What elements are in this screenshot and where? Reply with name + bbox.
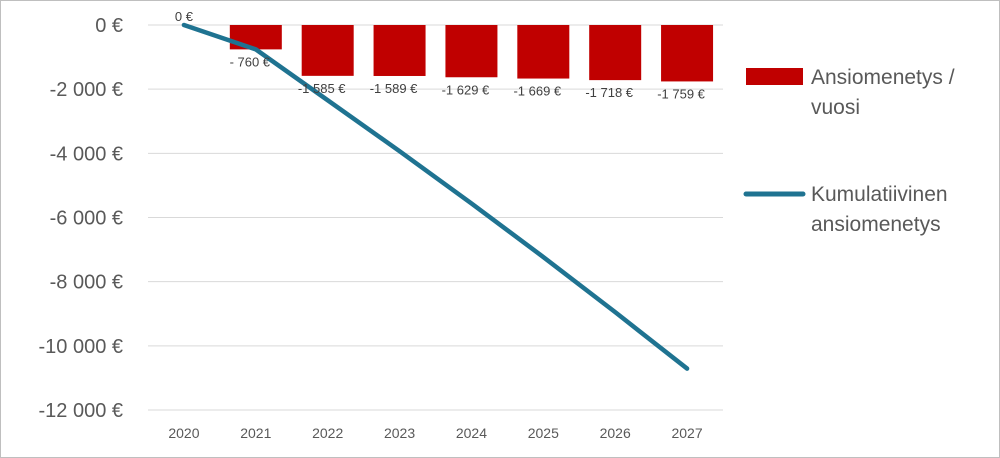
y-axis: 0 € -2 000 € -4 000 € -6 000 € -8 000 € -10 0…	[38, 15, 123, 422]
bar-data-label: -1 589 €	[370, 81, 418, 96]
x-axis: 2020 2021 2022 2023 2024 2025 2026 2027	[168, 425, 702, 441]
bar-series	[229, 25, 714, 82]
bar	[517, 25, 570, 79]
cumulative-line	[181, 22, 690, 371]
y-tick-label: -12 000 €	[38, 400, 123, 422]
bar	[301, 25, 354, 76]
bar-data-label: -1 669 €	[513, 84, 561, 99]
bar	[445, 25, 498, 78]
bar	[229, 25, 282, 50]
x-tick-label: 2023	[384, 425, 415, 441]
y-tick-label: -4 000 €	[50, 143, 123, 165]
x-tick-label: 2027	[671, 425, 702, 441]
y-tick-label: -10 000 €	[38, 336, 123, 358]
x-tick-label: 2025	[528, 425, 559, 441]
bar	[661, 25, 714, 82]
bar-data-label: -1 585 €	[298, 81, 346, 96]
x-tick-label: 2026	[600, 425, 631, 441]
y-tick-label: -6 000 €	[50, 208, 123, 230]
legend-label: vuosi	[811, 96, 860, 119]
line-series	[181, 22, 690, 371]
legend-swatch-bar	[746, 68, 803, 85]
y-tick-label: -2 000 €	[50, 79, 123, 101]
bar	[589, 25, 642, 81]
gridlines	[148, 24, 723, 411]
x-tick-label: 2020	[168, 425, 199, 441]
legend-label: Kumulatiivinen	[811, 183, 948, 206]
bar	[373, 25, 426, 76]
x-tick-label: 2024	[456, 425, 487, 441]
y-tick-label: 0 €	[95, 15, 123, 37]
bar-data-label: -1 718 €	[585, 85, 633, 100]
x-tick-label: 2022	[312, 425, 343, 441]
bar-data-label: -1 629 €	[442, 82, 490, 97]
legend-label: Ansiomenetys /	[811, 66, 955, 89]
bar-data-label: 0 €	[175, 9, 194, 24]
legend: Ansiomenetys / vuosi Kumulatiivinen ansiome…	[743, 66, 955, 236]
bar-data-label: - 760 €	[230, 54, 271, 69]
legend-label: ansiomenetys	[811, 213, 941, 236]
bar-data-label: -1 759 €	[657, 86, 705, 101]
x-tick-label: 2021	[240, 425, 271, 441]
data-labels: 0 € - 760 € -1 585 € -1 589 € -1 629 € -1 669…	[175, 9, 706, 101]
y-tick-label: -8 000 €	[50, 272, 123, 294]
